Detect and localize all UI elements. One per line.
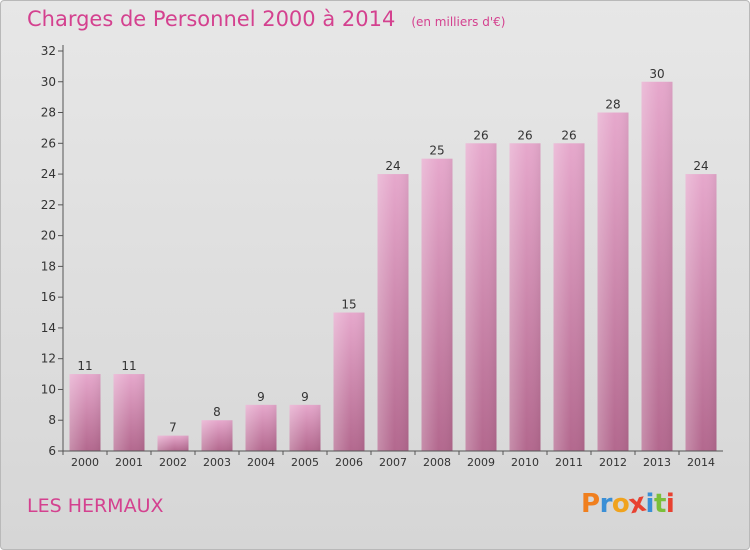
bar-value-label: 8: [213, 405, 221, 419]
x-axis: 2000 2001 2002 2003 2004 2005 2006 2007 2008 2009…: [62, 450, 723, 469]
x-tick-label: 2012: [599, 456, 627, 469]
bar-sheen: [553, 143, 585, 452]
title-row: Charges de Personnel 2000 à 2014 (en mill…: [27, 7, 505, 31]
bar-sheen: [245, 404, 277, 451]
bar-sheen: [641, 81, 673, 452]
chart-title: Charges de Personnel 2000 à 2014: [27, 7, 396, 31]
y-tick-label: 18: [41, 259, 56, 273]
y-tick-label: 10: [41, 382, 56, 396]
bar-sheen: [377, 174, 409, 452]
bar-value-label: 26: [561, 128, 576, 142]
y-tick-label: 6: [48, 444, 56, 458]
y-tick-label: 12: [41, 352, 56, 366]
bar-value-label: 9: [257, 390, 265, 404]
y-axis: 6 8 10 12 14 16 18 20 22 24 26 28 30 32: [41, 44, 64, 458]
brand-letter: r: [599, 489, 613, 519]
bar-value-label: 7: [169, 421, 177, 435]
x-tick-label: 2011: [555, 456, 583, 469]
y-tick-label: 30: [41, 75, 56, 89]
bar-value-label: 9: [301, 390, 309, 404]
bar-sheen: [597, 112, 629, 452]
x-tick-label: 2006: [335, 456, 363, 469]
x-tick-label: 2008: [423, 456, 451, 469]
y-tick-label: 28: [41, 106, 56, 120]
y-tick-label: 14: [41, 321, 56, 335]
y-tick-label: 26: [41, 136, 56, 150]
bar-sheen: [113, 374, 145, 451]
x-tick-label: 2010: [511, 456, 539, 469]
x-tick-label: 2002: [159, 456, 187, 469]
bar-sheen: [509, 143, 541, 452]
x-tick-label: 2004: [247, 456, 275, 469]
y-tick-label: 32: [41, 44, 56, 58]
brand-letter: P: [581, 489, 600, 519]
x-tick-label: 2005: [291, 456, 319, 469]
brand-letter: t: [653, 489, 666, 519]
y-tick-label: 16: [41, 290, 56, 304]
brand-logo: Proxiti: [581, 488, 675, 521]
bar-sheen: [465, 143, 497, 452]
place-name: LES HERMAUX: [27, 495, 164, 517]
bar-sheen: [157, 435, 189, 451]
bar-sheen: [201, 420, 233, 451]
brand-letter: i: [645, 489, 655, 519]
bar-value-label: 24: [385, 159, 400, 173]
brand-letter: i: [665, 489, 675, 519]
bar-value-label: 26: [517, 128, 532, 142]
brand-letter: o: [611, 489, 630, 519]
x-tick-label: 2000: [71, 456, 99, 469]
x-tick-label: 2003: [203, 456, 231, 469]
x-tick-label: 2009: [467, 456, 495, 469]
y-tick-label: 24: [41, 167, 56, 181]
bar-sheen: [69, 374, 101, 451]
bar-value-label: 30: [649, 67, 664, 81]
y-tick-label: 22: [41, 198, 56, 212]
bar-value-label: 25: [429, 144, 444, 158]
bar-sheen: [333, 312, 365, 451]
x-tick-label: 2007: [379, 456, 407, 469]
y-tick-label: 20: [41, 229, 56, 243]
bar-value-label: 24: [693, 159, 708, 173]
bar-value-label: 11: [77, 359, 92, 373]
bar-sheen: [421, 158, 453, 451]
bar-value-label: 26: [473, 128, 488, 142]
chart-unit-label: (en milliers d'€): [411, 15, 506, 29]
y-tick-label: 8: [48, 413, 56, 427]
x-tick-label: 2014: [687, 456, 715, 469]
bar-value-label: 28: [605, 98, 620, 112]
bar-sheen: [685, 174, 717, 452]
bar-sheen: [289, 404, 321, 451]
x-tick-label: 2013: [643, 456, 671, 469]
bar-value-label: 15: [341, 298, 356, 312]
bar-value-label: 11: [121, 359, 136, 373]
bars: 11 11 7 8 9 9 15 24 25 26 26 26 28 30 24: [69, 67, 717, 452]
x-tick-label: 2001: [115, 456, 143, 469]
